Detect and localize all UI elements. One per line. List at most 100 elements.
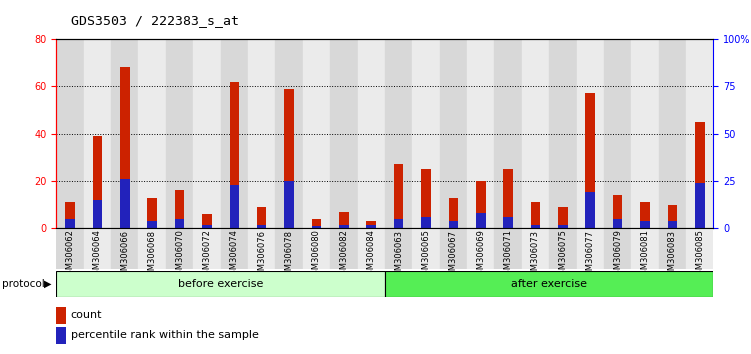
Text: GSM306083: GSM306083 bbox=[668, 229, 677, 281]
Text: GSM306063: GSM306063 bbox=[394, 229, 403, 281]
Bar bbox=[147, 198, 157, 228]
Text: GDS3503 / 222383_s_at: GDS3503 / 222383_s_at bbox=[71, 14, 240, 27]
Bar bbox=[56, 327, 66, 343]
Text: GSM306078: GSM306078 bbox=[285, 229, 294, 281]
Bar bbox=[659, 228, 686, 269]
Bar bbox=[230, 81, 239, 228]
Text: count: count bbox=[71, 310, 102, 320]
Text: GSM306069: GSM306069 bbox=[476, 229, 485, 280]
Bar bbox=[494, 39, 522, 228]
Bar bbox=[421, 169, 431, 228]
Bar bbox=[56, 39, 83, 228]
Bar bbox=[385, 228, 412, 269]
Bar bbox=[503, 169, 513, 228]
Bar bbox=[285, 181, 294, 228]
Bar bbox=[303, 39, 330, 228]
Text: protocol: protocol bbox=[2, 279, 44, 289]
Bar bbox=[503, 217, 513, 228]
Bar bbox=[330, 228, 357, 269]
Text: GSM306066: GSM306066 bbox=[120, 229, 129, 281]
Bar bbox=[276, 39, 303, 228]
Bar bbox=[83, 228, 111, 269]
Text: GSM306068: GSM306068 bbox=[148, 229, 157, 281]
Bar bbox=[357, 39, 385, 228]
Bar bbox=[166, 228, 193, 269]
Bar bbox=[257, 207, 267, 228]
Bar bbox=[303, 228, 330, 269]
Bar bbox=[695, 183, 704, 228]
Bar bbox=[285, 88, 294, 228]
Bar bbox=[558, 207, 568, 228]
Text: GSM306072: GSM306072 bbox=[203, 229, 212, 280]
Bar bbox=[193, 228, 221, 269]
Bar bbox=[166, 39, 193, 228]
Bar bbox=[138, 228, 166, 269]
Bar bbox=[56, 307, 66, 324]
Bar bbox=[111, 39, 138, 228]
Bar bbox=[421, 217, 431, 228]
Bar bbox=[467, 228, 494, 269]
Bar bbox=[394, 219, 403, 228]
Text: GSM306084: GSM306084 bbox=[366, 229, 376, 280]
Bar bbox=[549, 228, 577, 269]
Text: GSM306085: GSM306085 bbox=[695, 229, 704, 280]
Bar bbox=[448, 198, 458, 228]
Text: GSM306075: GSM306075 bbox=[558, 229, 567, 280]
Bar bbox=[604, 39, 632, 228]
Bar bbox=[604, 228, 632, 269]
Bar bbox=[330, 39, 357, 228]
Bar bbox=[695, 122, 704, 228]
Bar bbox=[366, 224, 376, 228]
Bar bbox=[640, 202, 650, 228]
Text: GSM306065: GSM306065 bbox=[421, 229, 430, 280]
Text: GSM306067: GSM306067 bbox=[449, 229, 458, 281]
Bar bbox=[312, 219, 321, 228]
Bar bbox=[448, 221, 458, 228]
Bar bbox=[394, 164, 403, 228]
Text: GSM306082: GSM306082 bbox=[339, 229, 348, 280]
Bar bbox=[659, 39, 686, 228]
Bar bbox=[558, 224, 568, 228]
Text: GSM306071: GSM306071 bbox=[504, 229, 513, 280]
Bar bbox=[522, 228, 549, 269]
Text: ▶: ▶ bbox=[44, 279, 51, 289]
Bar bbox=[586, 93, 595, 228]
Text: after exercise: after exercise bbox=[511, 279, 587, 289]
Bar bbox=[586, 192, 595, 228]
Text: GSM306081: GSM306081 bbox=[641, 229, 650, 280]
Bar bbox=[577, 228, 604, 269]
Bar bbox=[221, 228, 248, 269]
Bar bbox=[175, 190, 184, 228]
Text: GSM306080: GSM306080 bbox=[312, 229, 321, 280]
Bar bbox=[439, 228, 467, 269]
Bar bbox=[65, 202, 75, 228]
Bar bbox=[686, 39, 713, 228]
Bar bbox=[120, 179, 130, 228]
Bar bbox=[339, 212, 348, 228]
Bar bbox=[111, 228, 138, 269]
Bar bbox=[202, 224, 212, 228]
Bar bbox=[531, 224, 540, 228]
Bar bbox=[83, 39, 111, 228]
Bar bbox=[549, 39, 577, 228]
Bar bbox=[120, 67, 130, 228]
Text: GSM306062: GSM306062 bbox=[65, 229, 74, 280]
Bar bbox=[467, 39, 494, 228]
Bar bbox=[494, 228, 522, 269]
Bar bbox=[531, 202, 540, 228]
Bar bbox=[577, 39, 604, 228]
Bar bbox=[476, 181, 485, 228]
Bar bbox=[92, 200, 102, 228]
Bar bbox=[668, 205, 677, 228]
Bar bbox=[65, 219, 75, 228]
Bar bbox=[230, 185, 239, 228]
Bar bbox=[412, 39, 439, 228]
Bar bbox=[522, 39, 549, 228]
Bar bbox=[357, 228, 385, 269]
Text: GSM306077: GSM306077 bbox=[586, 229, 595, 281]
Bar bbox=[640, 221, 650, 228]
Bar bbox=[412, 228, 439, 269]
FancyBboxPatch shape bbox=[56, 271, 385, 297]
Bar bbox=[613, 195, 623, 228]
Text: GSM306073: GSM306073 bbox=[531, 229, 540, 281]
